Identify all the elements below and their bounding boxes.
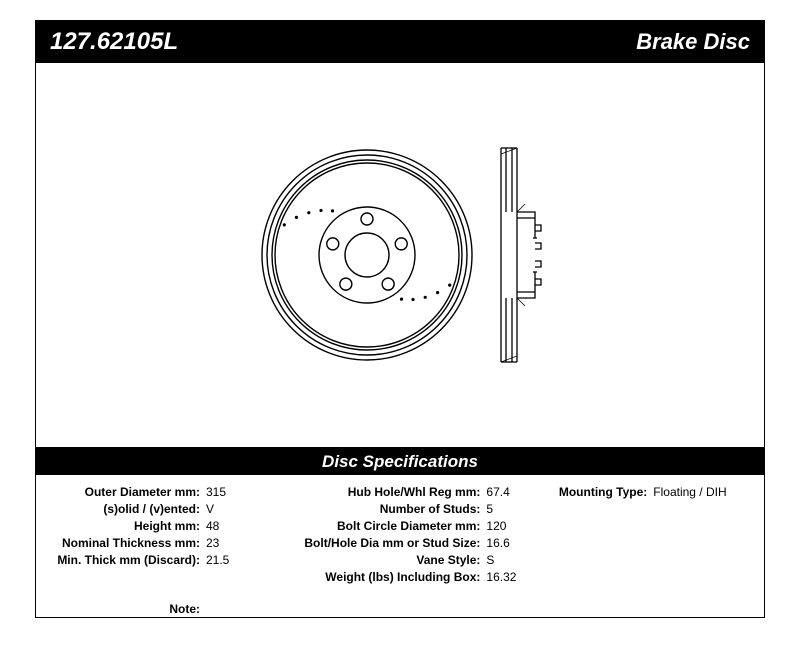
spec-label: Height mm: xyxy=(44,519,206,533)
spec-col-2: Hub Hole/Whl Reg mm:67.4Number of Studs:… xyxy=(276,485,553,584)
spec-label: Nominal Thickness mm: xyxy=(44,536,206,550)
spec-value: 21.5 xyxy=(206,553,229,567)
spec-value: 16.6 xyxy=(486,536,509,550)
spec-row: Vane Style:S xyxy=(276,553,553,567)
spec-sheet-frame: 127.62105L Brake Disc xyxy=(35,20,765,618)
spec-section-title: Disc Specifications xyxy=(322,452,478,472)
spec-value: 120 xyxy=(486,519,506,533)
spec-value: S xyxy=(486,553,494,567)
spec-label: Vane Style: xyxy=(276,553,486,567)
spec-label: Min. Thick mm (Discard): xyxy=(44,553,206,567)
spec-row: Height mm:48 xyxy=(44,519,276,533)
spec-value: V xyxy=(206,502,214,516)
spec-row: Outer Diameter mm:315 xyxy=(44,485,276,499)
note-row: Note: xyxy=(36,590,764,624)
part-number: 127.62105L xyxy=(50,28,178,56)
spec-body: Outer Diameter mm:315(s)olid / (v)ented:… xyxy=(36,475,764,590)
spec-col-1: Outer Diameter mm:315(s)olid / (v)ented:… xyxy=(44,485,276,584)
diagram-area xyxy=(36,63,764,447)
brake-disc-front-view xyxy=(257,145,477,365)
product-type: Brake Disc xyxy=(636,29,750,55)
header-bar: 127.62105L Brake Disc xyxy=(36,21,764,63)
spec-row: Mounting Type:Floating / DIH xyxy=(553,485,756,499)
spec-row: Bolt Circle Diameter mm:120 xyxy=(276,519,553,533)
spec-label: Bolt Circle Diameter mm: xyxy=(276,519,486,533)
spec-row: Bolt/Hole Dia mm or Stud Size:16.6 xyxy=(276,536,553,550)
spec-row: Number of Studs:5 xyxy=(276,502,553,516)
spec-label: Weight (lbs) Including Box: xyxy=(276,570,486,584)
spec-value: 67.4 xyxy=(486,485,509,499)
spec-value: 23 xyxy=(206,536,219,550)
spec-value: 16.32 xyxy=(486,570,516,584)
spec-section-header: Disc Specifications xyxy=(36,447,764,475)
spec-value: 5 xyxy=(486,502,493,516)
spec-value: 48 xyxy=(206,519,219,533)
spec-label: Mounting Type: xyxy=(553,485,653,499)
brake-disc-side-view xyxy=(495,140,543,370)
spec-label: Outer Diameter mm: xyxy=(44,485,206,499)
spec-label: Number of Studs: xyxy=(276,502,486,516)
note-label: Note: xyxy=(44,602,206,616)
spec-row: Weight (lbs) Including Box:16.32 xyxy=(276,570,553,584)
spec-row: Nominal Thickness mm:23 xyxy=(44,536,276,550)
spec-row: (s)olid / (v)ented:V xyxy=(44,502,276,516)
spec-row: Hub Hole/Whl Reg mm:67.4 xyxy=(276,485,553,499)
spec-value: 315 xyxy=(206,485,226,499)
spec-row: Min. Thick mm (Discard):21.5 xyxy=(44,553,276,567)
spec-label: Hub Hole/Whl Reg mm: xyxy=(276,485,486,499)
spec-label: Bolt/Hole Dia mm or Stud Size: xyxy=(276,536,486,550)
spec-value: Floating / DIH xyxy=(653,485,726,499)
spec-col-3: Mounting Type:Floating / DIH xyxy=(553,485,756,584)
spec-label: (s)olid / (v)ented: xyxy=(44,502,206,516)
